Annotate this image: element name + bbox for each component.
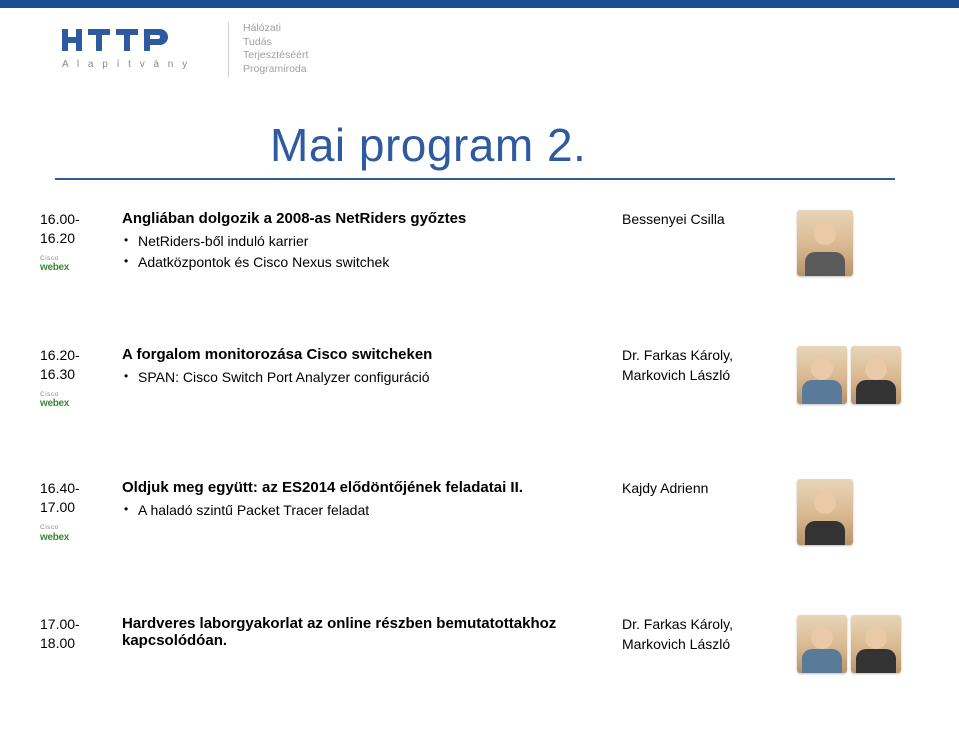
presenter-photo-icon — [797, 210, 853, 276]
session-title: Oldjuk meg együtt: az ES2014 elődöntőjén… — [122, 479, 602, 496]
cisco-webex-icon: Cisco webex — [40, 256, 102, 274]
presenter-name: Dr. Farkas Károly, Markovich László — [622, 615, 777, 654]
presenter-photo-icon — [797, 615, 847, 673]
presenter-photo-icon — [851, 346, 901, 404]
bullet-item: A haladó szintű Packet Tracer feladat — [138, 500, 602, 521]
session-bullets: A haladó szintű Packet Tracer feladat — [122, 500, 602, 521]
time-end: 16.30 — [40, 365, 102, 384]
header-sub-line: Tudás — [243, 36, 308, 50]
session-main: Hardveres laborgyakorlat az online részb… — [122, 615, 602, 653]
http-logo-icon: A l a p í t v á n y — [60, 27, 210, 71]
schedule-content: 16.00- 16.20 Cisco webex Angliában dolgo… — [40, 210, 919, 743]
title-underline — [55, 178, 895, 180]
presenter-name: Kajdy Adrienn — [622, 479, 777, 499]
logo-subtext: A l a p í t v á n y — [62, 59, 190, 70]
time-start: 16.40- — [40, 479, 102, 498]
presenter-photo-icon — [797, 479, 853, 545]
schedule-row: 16.20- 16.30 Cisco webex A forgalom moni… — [40, 346, 919, 409]
time-start: 17.00- — [40, 615, 102, 634]
photo-col — [797, 479, 853, 545]
bullet-item: Adatközpontok és Cisco Nexus switchek — [138, 252, 602, 273]
time-end: 16.20 — [40, 229, 102, 248]
schedule-row: 16.00- 16.20 Cisco webex Angliában dolgo… — [40, 210, 919, 276]
header: A l a p í t v á n y Hálózati Tudás Terje… — [60, 22, 308, 77]
photo-col — [797, 210, 853, 276]
time-start: 16.00- — [40, 210, 102, 229]
top-accent-bar — [0, 0, 959, 8]
time-col: 17.00- 18.00 — [40, 615, 102, 653]
cisco-webex-icon: Cisco webex — [40, 525, 102, 543]
time-end: 17.00 — [40, 498, 102, 517]
time-start: 16.20- — [40, 346, 102, 365]
page-title: Mai program 2. — [270, 118, 586, 172]
schedule-row: 17.00- 18.00 Hardveres laborgyakorlat az… — [40, 615, 919, 673]
schedule-row: 16.40- 17.00 Cisco webex Oldjuk meg együ… — [40, 479, 919, 545]
session-bullets: SPAN: Cisco Switch Port Analyzer configu… — [122, 367, 602, 388]
header-sub-line: Programiroda — [243, 63, 308, 77]
header-sub-line: Terjesztéséért — [243, 49, 308, 63]
time-col: 16.40- 17.00 Cisco webex — [40, 479, 102, 542]
presenter-name: Dr. Farkas Károly, Markovich László — [622, 346, 777, 385]
header-sub-line: Hálózati — [243, 22, 308, 36]
time-col: 16.00- 16.20 Cisco webex — [40, 210, 102, 273]
presenter-photo-icon — [851, 615, 901, 673]
bullet-item: SPAN: Cisco Switch Port Analyzer configu… — [138, 367, 602, 388]
presenter-photo-icon — [797, 346, 847, 404]
presenter-name: Bessenyei Csilla — [622, 210, 777, 230]
time-col: 16.20- 16.30 Cisco webex — [40, 346, 102, 409]
photo-col — [797, 346, 901, 404]
session-main: Angliában dolgozik a 2008-as NetRiders g… — [122, 210, 602, 273]
session-title: Angliában dolgozik a 2008-as NetRiders g… — [122, 210, 602, 227]
page-title-wrap: Mai program 2. — [270, 118, 586, 172]
cisco-webex-icon: Cisco webex — [40, 392, 102, 410]
session-title: Hardveres laborgyakorlat az online részb… — [122, 615, 602, 649]
session-bullets: NetRiders-ből induló karrier Adatközpont… — [122, 231, 602, 273]
photo-col — [797, 615, 901, 673]
bullet-item: NetRiders-ből induló karrier — [138, 231, 602, 252]
session-main: Oldjuk meg együtt: az ES2014 elődöntőjén… — [122, 479, 602, 521]
header-subtext: Hálózati Tudás Terjesztéséért Programiro… — [228, 22, 308, 77]
session-title: A forgalom monitorozása Cisco switcheken — [122, 346, 602, 363]
time-end: 18.00 — [40, 634, 102, 653]
session-main: A forgalom monitorozása Cisco switcheken… — [122, 346, 602, 388]
